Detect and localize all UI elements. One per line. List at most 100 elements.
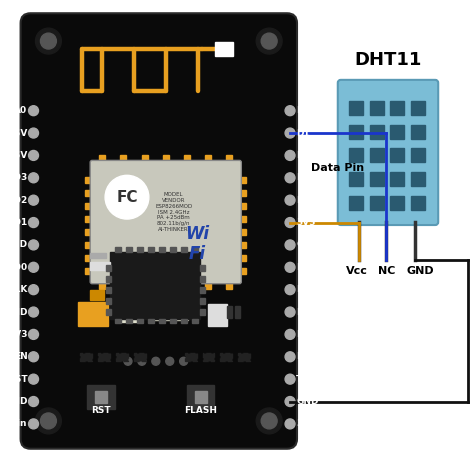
Circle shape <box>28 173 38 183</box>
Circle shape <box>285 240 295 250</box>
Circle shape <box>36 408 61 434</box>
Bar <box>116 353 128 361</box>
Bar <box>200 309 205 315</box>
Bar <box>370 125 383 139</box>
Circle shape <box>285 307 295 317</box>
Bar <box>411 172 425 186</box>
Text: SD3: SD3 <box>7 173 27 182</box>
FancyBboxPatch shape <box>90 160 241 284</box>
Circle shape <box>28 128 38 138</box>
Circle shape <box>261 413 277 429</box>
Circle shape <box>28 285 38 295</box>
Bar <box>227 282 232 289</box>
Bar <box>170 247 176 252</box>
Bar <box>239 177 246 183</box>
Bar <box>391 148 404 162</box>
Bar <box>391 196 404 210</box>
Bar <box>159 318 165 323</box>
Circle shape <box>138 357 146 365</box>
Bar <box>411 196 425 210</box>
Bar <box>349 172 363 186</box>
Bar <box>205 155 211 162</box>
Text: SD2: SD2 <box>7 196 27 205</box>
Circle shape <box>28 307 38 317</box>
Circle shape <box>28 151 38 160</box>
Text: CLK: CLK <box>8 285 27 294</box>
Bar <box>391 101 404 115</box>
Bar <box>85 229 92 235</box>
Text: SD0: SD0 <box>8 263 27 272</box>
Text: GND: GND <box>296 397 319 406</box>
Text: D2: D2 <box>296 151 310 160</box>
Circle shape <box>36 28 61 54</box>
Bar <box>120 155 126 162</box>
Bar <box>200 287 205 292</box>
Circle shape <box>285 106 295 116</box>
Circle shape <box>28 329 38 340</box>
Text: GND: GND <box>296 240 319 249</box>
Text: Vcc: Vcc <box>346 266 368 276</box>
Text: SD1: SD1 <box>7 218 27 227</box>
Circle shape <box>28 195 38 205</box>
Bar <box>239 229 246 235</box>
Bar <box>220 353 232 361</box>
Bar <box>163 155 169 162</box>
Circle shape <box>28 352 38 362</box>
Bar <box>411 125 425 139</box>
Bar <box>227 155 232 162</box>
Bar <box>99 155 105 162</box>
Bar <box>80 353 92 361</box>
Circle shape <box>285 419 295 429</box>
Bar <box>85 190 92 196</box>
FancyBboxPatch shape <box>338 80 438 225</box>
Bar <box>181 318 187 323</box>
Bar <box>159 247 165 252</box>
Circle shape <box>285 195 295 205</box>
Circle shape <box>180 357 188 365</box>
Circle shape <box>285 329 295 340</box>
Text: D5: D5 <box>296 263 310 272</box>
Circle shape <box>285 374 295 384</box>
Bar <box>95 391 107 403</box>
Text: D1: D1 <box>296 128 310 138</box>
Circle shape <box>285 262 295 272</box>
Bar <box>370 148 383 162</box>
Bar <box>349 148 363 162</box>
Text: FLASH: FLASH <box>184 406 217 415</box>
Bar <box>349 125 363 139</box>
Bar <box>205 282 211 289</box>
Bar <box>106 287 111 292</box>
Text: TX: TX <box>296 375 309 383</box>
Bar <box>202 353 214 361</box>
Circle shape <box>256 408 282 434</box>
Text: Data Pin: Data Pin <box>311 163 364 173</box>
Circle shape <box>40 33 56 49</box>
Circle shape <box>285 173 295 183</box>
Bar <box>106 298 111 304</box>
Bar <box>85 268 92 274</box>
Bar <box>170 318 176 323</box>
Bar <box>148 247 154 252</box>
Circle shape <box>28 419 38 429</box>
Bar <box>137 318 143 323</box>
Bar <box>126 318 132 323</box>
Circle shape <box>28 396 38 407</box>
Bar <box>184 282 190 289</box>
Bar <box>148 318 154 323</box>
Text: D8: D8 <box>296 330 310 339</box>
Bar <box>236 306 240 318</box>
Text: D3: D3 <box>296 173 310 182</box>
Bar <box>137 247 143 252</box>
Text: RST: RST <box>91 406 111 415</box>
Text: 3V3: 3V3 <box>296 419 316 428</box>
Text: GND: GND <box>407 266 434 276</box>
Bar <box>228 306 232 318</box>
Text: D6: D6 <box>296 285 310 294</box>
Bar <box>349 101 363 115</box>
Circle shape <box>256 28 282 54</box>
Circle shape <box>105 175 149 219</box>
Bar <box>370 101 383 115</box>
Bar <box>85 242 92 248</box>
Bar <box>239 255 246 261</box>
Circle shape <box>152 357 160 365</box>
